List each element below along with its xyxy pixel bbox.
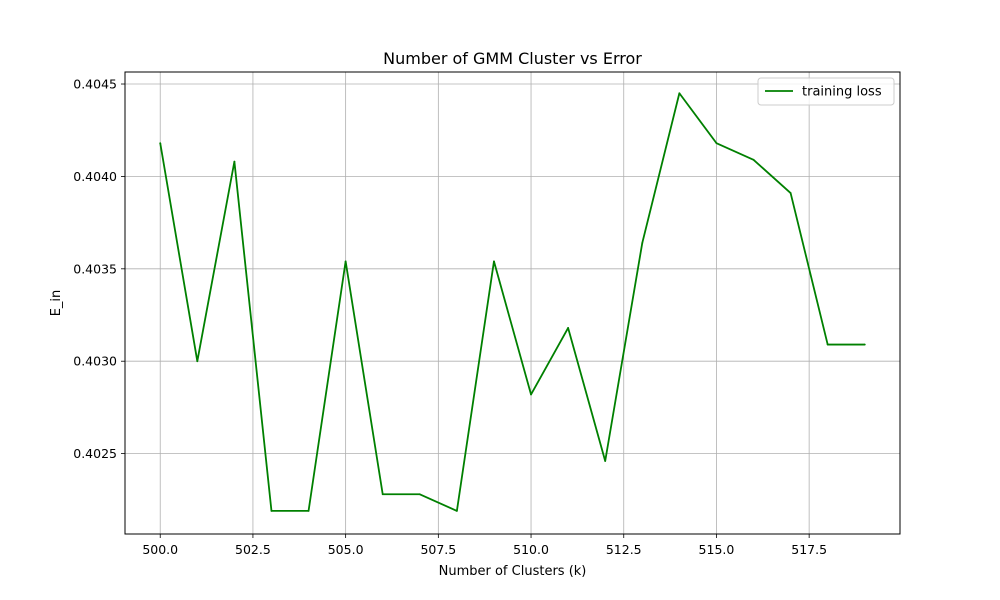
y-tick-label: 0.4040 xyxy=(73,169,117,184)
x-axis-label: Number of Clusters (k) xyxy=(439,564,587,579)
data-point xyxy=(233,160,236,163)
data-point xyxy=(789,192,792,194)
y-tick-label: 0.4045 xyxy=(73,77,117,92)
y-ticks: 0.4025 0.4030 0.4035 0.4040 0.4045 xyxy=(73,77,125,461)
x-tick-label: 502.5 xyxy=(235,542,271,557)
x-tick-label: 500.0 xyxy=(142,542,178,557)
data-point xyxy=(826,343,829,346)
legend-box xyxy=(757,77,895,106)
y-axis-label: E_in xyxy=(49,290,64,317)
data-point xyxy=(270,510,273,512)
data-point xyxy=(418,493,421,496)
data-point xyxy=(641,242,644,244)
data-point xyxy=(530,393,532,396)
x-tick-label: 517.5 xyxy=(791,542,827,557)
y-tick-label: 0.4030 xyxy=(73,354,117,369)
grid xyxy=(125,72,900,534)
data-point xyxy=(678,92,681,95)
x-tick-label: 510.0 xyxy=(513,542,549,557)
data-point xyxy=(863,343,866,346)
x-tick-label: 505.0 xyxy=(328,542,364,557)
data-point xyxy=(307,510,310,512)
data-point xyxy=(493,260,495,263)
x-tick-label: 512.5 xyxy=(606,542,642,557)
data-point xyxy=(455,510,458,512)
data-point xyxy=(715,142,718,145)
y-tick-label: 0.4025 xyxy=(73,446,117,461)
data-point xyxy=(752,158,755,161)
data-point xyxy=(381,493,384,496)
data-point xyxy=(159,142,162,145)
data-point xyxy=(196,360,199,363)
legend-label: training loss xyxy=(802,85,882,100)
series xyxy=(159,92,866,512)
x-tick-label: 515.0 xyxy=(699,542,735,557)
x-tick-label: 507.5 xyxy=(420,542,456,557)
x-ticks: 500.0 502.5 505.0 507.5 510.0 512.5 515.0 517.5 xyxy=(142,534,827,557)
legend: training loss xyxy=(757,77,895,106)
data-point xyxy=(344,260,347,263)
data-point xyxy=(567,327,570,329)
series-line-training-loss xyxy=(159,92,865,512)
data-point xyxy=(604,460,607,462)
chart-title: Number of GMM Cluster vs Error xyxy=(383,49,642,68)
plot-frame xyxy=(124,71,901,535)
y-tick-label: 0.4035 xyxy=(73,261,117,276)
